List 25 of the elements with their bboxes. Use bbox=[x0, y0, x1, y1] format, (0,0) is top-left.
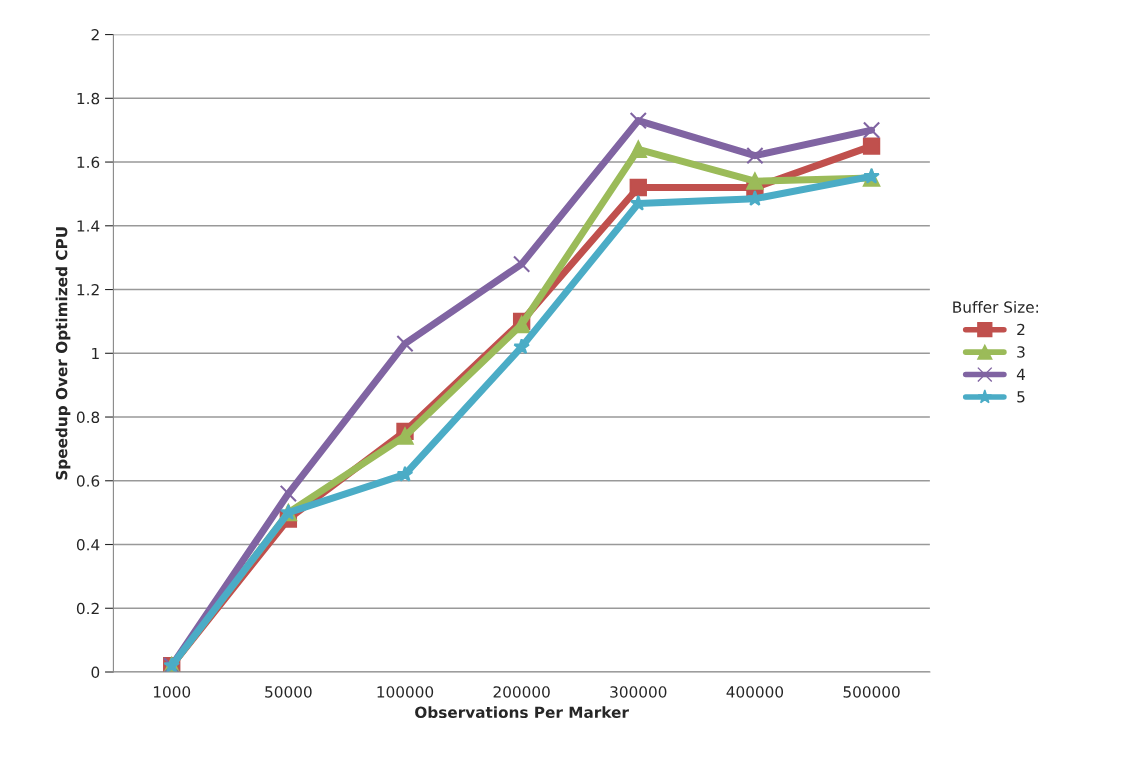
legend-label: 2 bbox=[1017, 323, 1025, 336]
y-tick-label: 0.6 bbox=[76, 475, 100, 487]
legend-label: 5 bbox=[1017, 391, 1025, 403]
y-tick-label: 0 bbox=[91, 666, 100, 679]
x-axis-title: Observations Per Marker bbox=[415, 706, 629, 719]
x-tick-label: 100000 bbox=[377, 686, 434, 698]
y-tick-label: 2 bbox=[91, 29, 99, 41]
x-tick-label: 300000 bbox=[610, 686, 667, 698]
legend-label: 3 bbox=[1017, 346, 1025, 358]
y-tick-label: 1.2 bbox=[77, 284, 99, 296]
y-tick-label: 0.4 bbox=[76, 538, 100, 551]
x-tick-label: 50000 bbox=[265, 686, 312, 698]
legend-title: Buffer Size: bbox=[953, 301, 1038, 313]
y-tick-label: 0.2 bbox=[76, 602, 99, 615]
y-tick-label: 1 bbox=[92, 347, 99, 360]
x-tick-label: 400000 bbox=[726, 686, 784, 698]
x-tick-label: 500000 bbox=[843, 686, 900, 698]
y-tick-label: 1.6 bbox=[77, 156, 100, 169]
x-tick-label: 200000 bbox=[493, 686, 550, 698]
y-axis-title: Speedup Over Optimized CPU bbox=[55, 227, 71, 480]
x-tick-label: 1000 bbox=[153, 686, 191, 698]
y-tick-label: 0.8 bbox=[76, 411, 100, 424]
legend-label: 4 bbox=[1016, 368, 1025, 380]
y-tick-label: 1.4 bbox=[77, 220, 100, 232]
y-tick-label: 1.8 bbox=[77, 92, 100, 105]
